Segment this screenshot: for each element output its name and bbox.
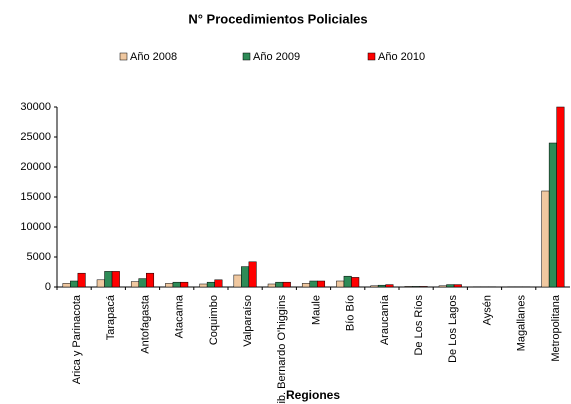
legend-swatch [119, 52, 128, 61]
y-tick-label: 5000 [27, 251, 51, 263]
legend-label: Año 2008 [130, 51, 177, 63]
bar [180, 281, 189, 288]
bar [404, 286, 413, 288]
bar [199, 283, 208, 288]
x-tick-label: Bío Bío [345, 295, 357, 331]
bar [111, 271, 120, 288]
bar [206, 281, 215, 288]
bar [241, 266, 250, 288]
bar [62, 283, 71, 288]
x-tick-label: Araucanía [379, 294, 391, 345]
bar [165, 283, 174, 288]
legend-swatch [242, 52, 251, 61]
bar [317, 280, 326, 288]
bar [146, 272, 155, 288]
x-tick-label: Antofagasta [139, 294, 151, 354]
y-tick-label: 20000 [20, 161, 51, 173]
bar [104, 271, 113, 288]
x-tick-label: Aysén [481, 295, 493, 325]
x-tick-label: Atacama [174, 294, 186, 338]
x-tick-label: Metropolitana [550, 294, 562, 362]
bar [301, 283, 310, 288]
bar [138, 278, 147, 288]
bar [282, 281, 291, 288]
bar [336, 280, 345, 288]
bar [343, 275, 352, 288]
bar [130, 281, 139, 288]
y-tick-label: 30000 [20, 101, 51, 113]
bar [412, 286, 421, 288]
bar [446, 284, 455, 288]
bar [275, 281, 284, 288]
x-tick-label: Lib. Bernardo O'higgins [276, 295, 288, 404]
bar [438, 285, 447, 288]
x-tick-label: Valparaíso [242, 295, 254, 347]
legend-swatch [367, 52, 376, 61]
y-tick-label: 25000 [20, 131, 51, 143]
bar [541, 190, 550, 288]
bar [377, 284, 386, 288]
bar [267, 283, 276, 288]
bar [453, 284, 462, 288]
bar [172, 281, 181, 288]
bar [548, 142, 557, 288]
chart-title: N° Procedimientos Policiales [188, 11, 367, 26]
bar [419, 286, 428, 288]
y-tick-label: 10000 [20, 221, 51, 233]
bar [233, 274, 242, 288]
x-tick-label: De Los Lagos [447, 295, 459, 363]
bar [248, 261, 257, 288]
bar [309, 280, 318, 288]
x-tick-label: Coquimbo [208, 295, 220, 345]
bar [70, 280, 79, 288]
bar [214, 279, 223, 288]
bar [370, 285, 379, 288]
bar [96, 279, 105, 288]
bar [385, 284, 394, 288]
x-tick-label: Arica y Parinacota [71, 294, 83, 384]
bar [556, 106, 565, 288]
bar [77, 272, 86, 288]
y-tick-label: 0 [45, 281, 51, 293]
bar [351, 277, 360, 288]
x-tick-label: Magallanes [516, 295, 528, 352]
x-tick-label: Tarapacá [105, 294, 117, 340]
x-axis-title: Regiones [286, 388, 340, 402]
x-tick-label: De Los Ríos [413, 295, 425, 356]
legend-label: Año 2009 [253, 51, 300, 63]
y-tick-label: 15000 [20, 191, 51, 203]
x-tick-label: Maule [310, 295, 322, 325]
legend-label: Año 2010 [378, 51, 425, 63]
